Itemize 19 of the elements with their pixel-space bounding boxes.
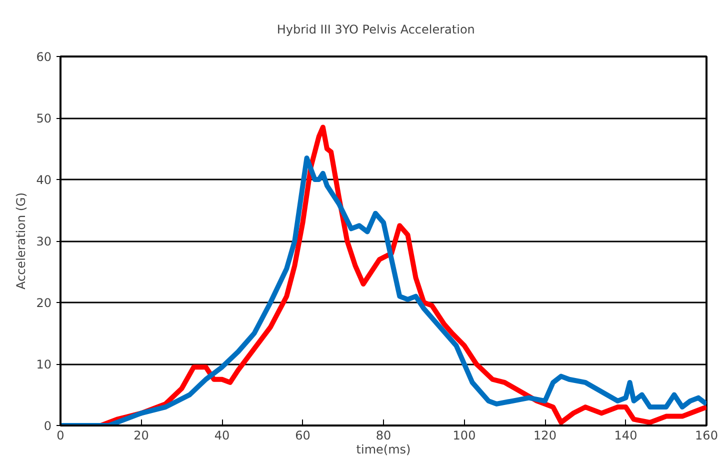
chart-title: Hybrid III 3YO Pelvis Acceleration	[276, 22, 475, 36]
x-tick-label: 120	[534, 428, 556, 442]
x-tick-label: 20	[134, 428, 149, 442]
y-tick-label: 30	[36, 234, 52, 248]
y-tick-label: 10	[36, 358, 52, 372]
y-tick-label: 0	[44, 419, 52, 433]
y-tick-label: 50	[36, 112, 52, 126]
x-axis-title: time(ms)	[356, 442, 411, 456]
x-tick-label: 100	[452, 428, 476, 442]
x-tick-label: 40	[214, 428, 230, 442]
y-tick-label: 40	[36, 173, 52, 187]
y-axis-title: Acceleration (G)	[14, 192, 28, 290]
x-tick-label: 140	[614, 428, 638, 442]
x-tick-label: 160	[695, 428, 718, 442]
y-tick-label: 20	[36, 296, 52, 310]
x-tick-label: 60	[295, 428, 310, 442]
x-tick-label: 0	[56, 428, 64, 442]
x-tick-label: 80	[376, 428, 392, 442]
y-tick-label: 60	[36, 50, 52, 64]
